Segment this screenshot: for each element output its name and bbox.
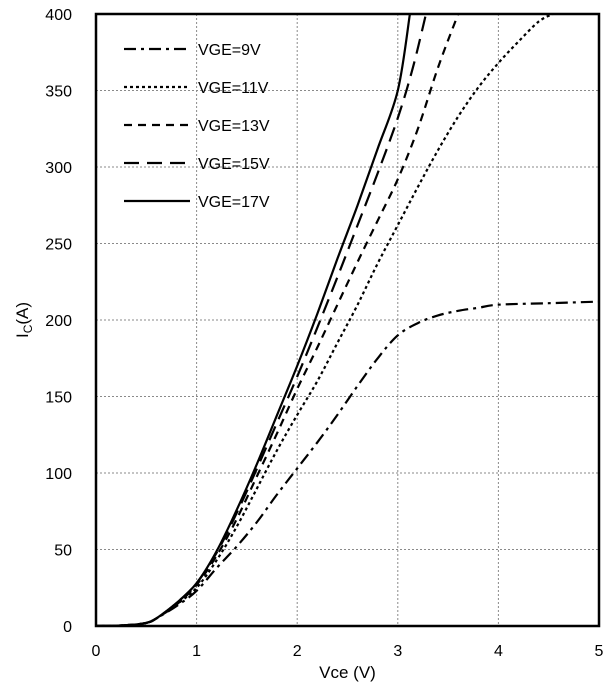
y-axis-ticks: 0 50 100 150 200 250 300 350 400 — [45, 7, 72, 636]
y-tick-label: 150 — [45, 390, 72, 407]
legend: VGE=9V VGE=11V VGE=13V VGE=15V VGE=17V — [124, 42, 270, 211]
x-tick-label: 1 — [192, 643, 201, 660]
grid — [96, 14, 599, 626]
series-line-vge-9v — [96, 300, 599, 626]
legend-label: VGE=13V — [198, 118, 270, 135]
y-tick-label: 350 — [45, 84, 72, 101]
x-tick-label: 2 — [293, 643, 302, 660]
x-axis-ticks: 0 1 2 3 4 5 — [92, 643, 604, 660]
series-lines — [96, 14, 599, 626]
y-tick-label: 100 — [45, 466, 72, 483]
y-axis-label-subscript: C — [21, 324, 35, 333]
legend-label: VGE=11V — [198, 80, 269, 97]
series-line-vge-11v — [96, 14, 554, 626]
y-tick-label: 250 — [45, 237, 72, 254]
y-axis-label-unit: (A) — [13, 302, 32, 325]
y-tick-label: 400 — [45, 7, 72, 24]
x-tick-label: 4 — [494, 643, 503, 660]
plot-area-frame — [94, 12, 601, 628]
legend-label: VGE=15V — [198, 156, 270, 173]
x-tick-label: 0 — [92, 643, 101, 660]
y-tick-label: 200 — [45, 313, 72, 330]
y-tick-label: 0 — [63, 619, 72, 636]
y-tick-label: 50 — [54, 543, 72, 560]
series-line-vge-17v — [96, 14, 411, 626]
y-tick-label: 300 — [45, 160, 72, 177]
x-tick-label: 3 — [393, 643, 402, 660]
legend-label: VGE=9V — [198, 42, 261, 59]
x-axis-label: Vce (V) — [319, 663, 376, 682]
legend-label: VGE=17V — [198, 194, 270, 211]
y-axis-label-main: I — [13, 333, 32, 338]
y-axis-label: IC(A) — [13, 302, 35, 338]
x-tick-label: 5 — [595, 643, 604, 660]
